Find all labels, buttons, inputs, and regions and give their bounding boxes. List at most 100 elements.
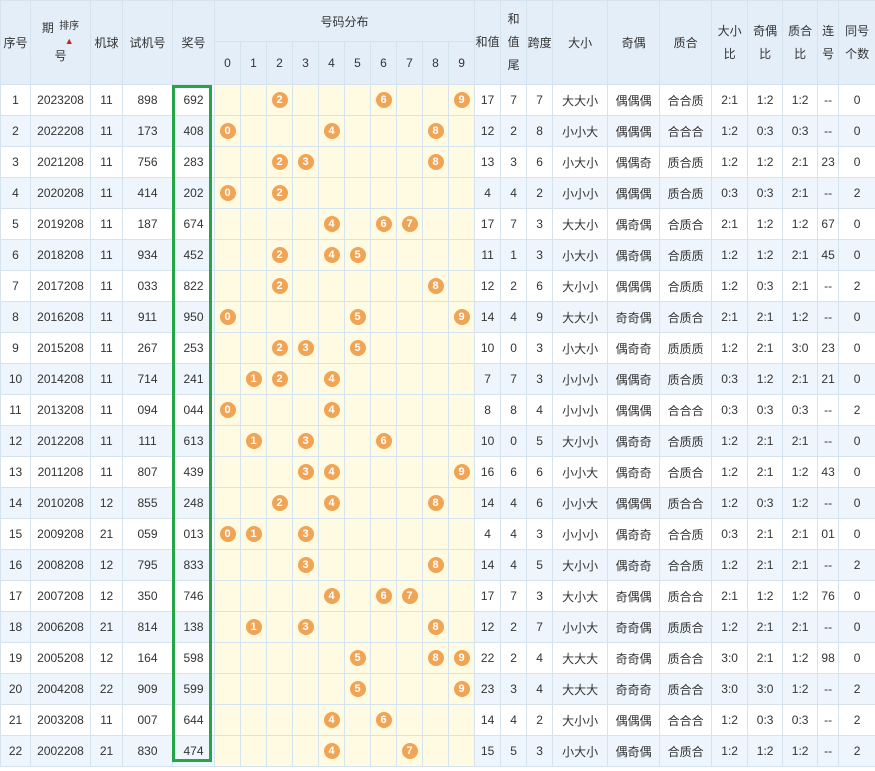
cell-oddeven: 偶奇奇 bbox=[607, 518, 661, 550]
cell-machine: 12 bbox=[90, 580, 123, 612]
dist-cell-5 bbox=[344, 456, 371, 488]
cell-same-count: 0 bbox=[838, 301, 875, 333]
number-ball: 0 bbox=[219, 526, 236, 542]
dist-cell-9 bbox=[447, 270, 476, 302]
header-digit-0: 0 bbox=[214, 41, 241, 85]
dist-cell-9 bbox=[447, 487, 476, 519]
cell-bs-ratio: 1:2 bbox=[711, 735, 749, 767]
cell-machine: 11 bbox=[90, 84, 123, 116]
cell-pc-ratio: 1:2 bbox=[782, 208, 819, 240]
cell-bigsmall: 小小大 bbox=[552, 487, 609, 519]
number-ball: 6 bbox=[375, 712, 392, 728]
number-ball: 0 bbox=[219, 185, 236, 201]
number-ball: 5 bbox=[349, 681, 366, 697]
cell-sum-tail: 3 bbox=[500, 673, 528, 705]
dist-cell-2 bbox=[266, 115, 293, 147]
cell-trial: 059 bbox=[122, 518, 173, 550]
dist-cell-2 bbox=[266, 208, 293, 240]
number-ball: 3 bbox=[297, 619, 314, 635]
cell-oddeven: 偶偶偶 bbox=[607, 487, 661, 519]
cell-trial: 007 bbox=[122, 704, 173, 736]
cell-period: 2011208 bbox=[30, 456, 91, 488]
cell-bs-ratio: 2:1 bbox=[711, 580, 749, 612]
dist-cell-0: 0 bbox=[214, 518, 241, 550]
dist-cell-1 bbox=[240, 735, 267, 767]
cell-primecomp: 合合合 bbox=[659, 704, 713, 736]
number-ball: 6 bbox=[375, 433, 392, 449]
sort-control[interactable]: 排序 ▲ bbox=[59, 17, 79, 47]
dist-cell-3 bbox=[292, 735, 319, 767]
dist-cell-9: 9 bbox=[447, 673, 476, 705]
number-ball: 9 bbox=[453, 92, 470, 108]
dist-cell-8: 8 bbox=[422, 487, 449, 519]
cell-sum-tail: 6 bbox=[500, 456, 528, 488]
number-ball: 2 bbox=[271, 495, 288, 511]
cell-sum: 17 bbox=[474, 208, 502, 240]
cell-prize: 452 bbox=[172, 239, 215, 271]
sort-arrow-icon[interactable]: ▲ bbox=[64, 36, 74, 47]
cell-oe-ratio: 2:1 bbox=[747, 518, 784, 550]
cell-sum: 17 bbox=[474, 84, 502, 116]
cell-period: 2023208 bbox=[30, 84, 91, 116]
cell-bigsmall: 小小小 bbox=[552, 177, 609, 209]
table-row: 12 2012208 11 111 613 1 3 6 10 0 5 大小小 偶奇奇 合质质 1:2 2:1 2… bbox=[0, 425, 875, 457]
cell-sum-tail: 0 bbox=[500, 332, 528, 364]
dist-cell-9 bbox=[447, 115, 476, 147]
cell-seq: 9 bbox=[0, 332, 31, 364]
dist-cell-7 bbox=[396, 270, 423, 302]
cell-primecomp: 质合合 bbox=[659, 580, 713, 612]
cell-span: 9 bbox=[526, 301, 554, 333]
cell-span: 3 bbox=[526, 332, 554, 364]
cell-period: 2016208 bbox=[30, 301, 91, 333]
dist-cell-6 bbox=[370, 518, 397, 550]
cell-span: 7 bbox=[526, 84, 554, 116]
cell-oddeven: 偶偶偶 bbox=[607, 84, 661, 116]
table-row: 22 2002208 21 830 474 4 7 15 5 3 小大小 偶奇偶 合质合 1:2 1:2 1:… bbox=[0, 735, 875, 767]
dist-cell-6 bbox=[370, 115, 397, 147]
dist-cell-8 bbox=[422, 301, 449, 333]
cell-bs-ratio: 0:3 bbox=[711, 363, 749, 395]
dist-cell-5 bbox=[344, 704, 371, 736]
cell-prize: 283 bbox=[172, 146, 215, 178]
cell-bigsmall: 大小大 bbox=[552, 580, 609, 612]
cell-oe-ratio: 2:1 bbox=[747, 642, 784, 674]
cell-seq: 10 bbox=[0, 363, 31, 395]
dist-cell-9 bbox=[447, 332, 476, 364]
header-sum-tail: 和值尾 bbox=[500, 0, 528, 85]
number-ball: 9 bbox=[453, 650, 470, 666]
cell-primecomp: 合质合 bbox=[659, 208, 713, 240]
cell-seq: 16 bbox=[0, 549, 31, 581]
cell-primecomp: 合质合 bbox=[659, 456, 713, 488]
cell-machine: 11 bbox=[90, 332, 123, 364]
dist-cell-4: 4 bbox=[318, 456, 345, 488]
table-row: 7 2017208 11 033 822 2 8 12 2 6 大小小 偶偶偶 合质质 1:2 0:3 2:1… bbox=[0, 270, 875, 302]
cell-oddeven: 奇奇偶 bbox=[607, 611, 661, 643]
table-row: 13 2011208 11 807 439 3 4 9 16 6 6 小小大 偶奇奇 合质合 1:2 2:1 1… bbox=[0, 456, 875, 488]
cell-machine: 11 bbox=[90, 115, 123, 147]
cell-pc-ratio: 2:1 bbox=[782, 549, 819, 581]
number-ball: 3 bbox=[297, 433, 314, 449]
cell-bs-ratio: 1:2 bbox=[711, 115, 749, 147]
cell-sum: 16 bbox=[474, 456, 502, 488]
table-row: 10 2014208 11 714 241 1 2 4 7 7 3 小小小 偶偶奇 质合质 0:3 1:2 2:… bbox=[0, 363, 875, 395]
dist-cell-4 bbox=[318, 270, 345, 302]
cell-oddeven: 奇偶偶 bbox=[607, 580, 661, 612]
table-row: 21 2003208 11 007 644 4 6 14 4 2 大小小 偶偶偶 合合合 1:2 0:3 0:… bbox=[0, 704, 875, 736]
dist-cell-7 bbox=[396, 518, 423, 550]
header-period[interactable]: 期 排序 ▲ 号 bbox=[30, 0, 91, 85]
dist-cell-6 bbox=[370, 735, 397, 767]
cell-same-count: 0 bbox=[838, 332, 875, 364]
number-ball: 4 bbox=[323, 247, 340, 263]
cell-bigsmall: 小大小 bbox=[552, 735, 609, 767]
cell-prize: 044 bbox=[172, 394, 215, 426]
header-digit-9: 9 bbox=[447, 41, 476, 85]
table-row: 4 2020208 11 414 202 0 2 4 4 2 小小小 偶偶偶 质合质 0:3 0:3 2:1-… bbox=[0, 177, 875, 209]
dist-cell-9 bbox=[447, 611, 476, 643]
cell-primecomp: 合质质 bbox=[659, 270, 713, 302]
cell-prize: 408 bbox=[172, 115, 215, 147]
cell-oe-ratio: 2:1 bbox=[747, 549, 784, 581]
cell-trial: 414 bbox=[122, 177, 173, 209]
cell-bs-ratio: 0:3 bbox=[711, 518, 749, 550]
dist-cell-2 bbox=[266, 735, 293, 767]
number-ball: 0 bbox=[219, 123, 236, 139]
